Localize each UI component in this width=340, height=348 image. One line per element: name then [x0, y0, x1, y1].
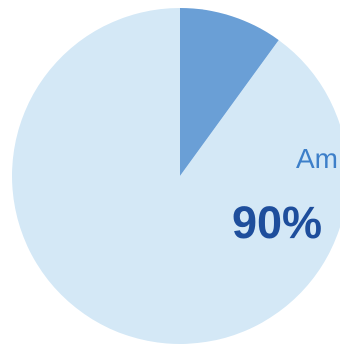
pie-slice-unlabeled-0 [180, 8, 279, 176]
slice-label-am: Am [296, 143, 338, 174]
pie-slice-am [12, 8, 340, 344]
pie-slices [12, 8, 340, 344]
slice-value-am: 90% [232, 197, 322, 248]
